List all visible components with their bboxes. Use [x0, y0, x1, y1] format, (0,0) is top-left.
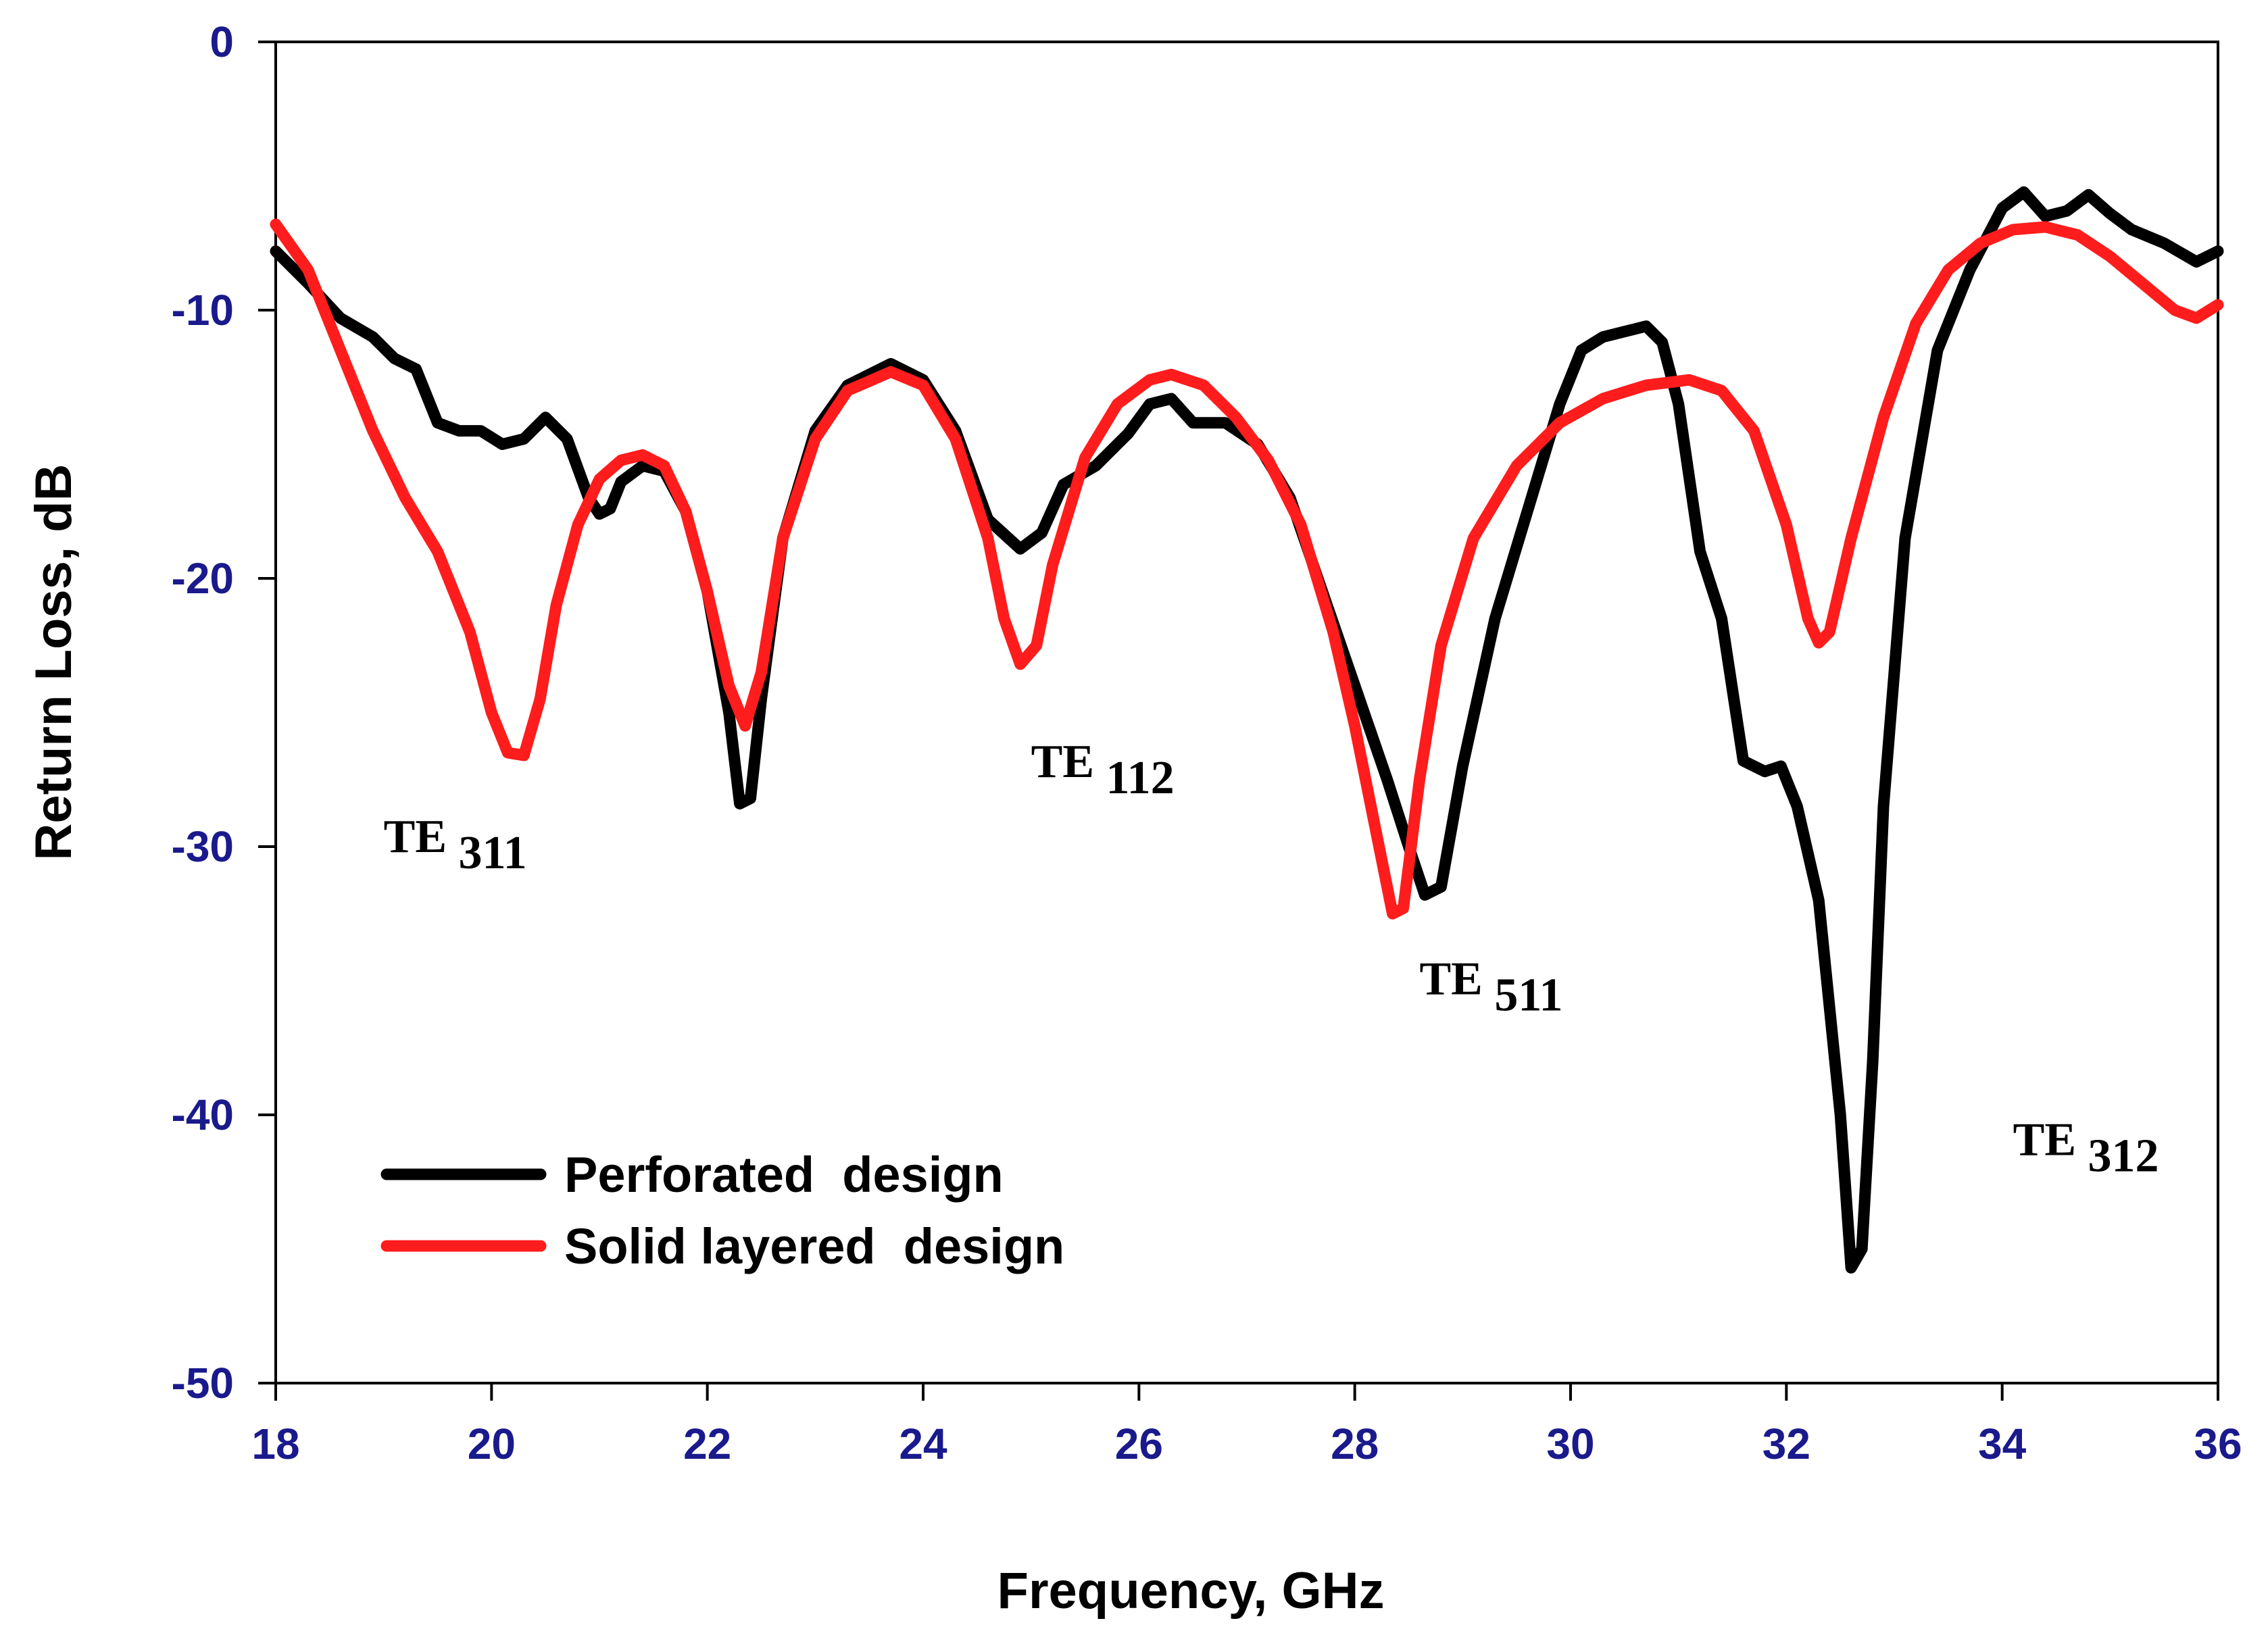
- y-tick-label: -40: [172, 1091, 235, 1139]
- plot-frame: [274, 41, 2219, 1384]
- x-tick-label: 18: [251, 1420, 299, 1468]
- x-tick-label: 22: [683, 1420, 731, 1468]
- mode-label-main: TE: [384, 811, 459, 863]
- y-axis-title: Return Loss, dB: [25, 464, 82, 861]
- x-tick-label: 20: [468, 1420, 516, 1468]
- legend: Perforated design Solid layered design: [380, 1147, 1064, 1274]
- mode-label-te-511: TE 511: [1419, 953, 1562, 1021]
- x-tick-label: 24: [899, 1420, 947, 1468]
- ticks: 18 20 22 24 26 28 30 32 34 36 0 -10 -20 -30 -40 -50: [172, 18, 2242, 1468]
- series-line-perforated: [270, 186, 2224, 1274]
- series-line-solid-layered: [270, 218, 2224, 920]
- x-tick-label: 28: [1331, 1420, 1379, 1468]
- mode-label-te-112: TE 112: [1031, 736, 1175, 804]
- x-axis-title: Frequency, GHz: [997, 1562, 1385, 1620]
- legend-label-perforated: Perforated design: [564, 1147, 1004, 1203]
- x-tick-label: 32: [1762, 1420, 1810, 1468]
- mode-label-te-312: TE 312: [2013, 1114, 2159, 1182]
- x-tick-label: 30: [1546, 1420, 1594, 1468]
- x-tick-label: 26: [1115, 1420, 1163, 1468]
- x-tick-label: 36: [2194, 1420, 2242, 1468]
- y-tick-label: -10: [172, 286, 235, 334]
- y-tick-label: -50: [172, 1359, 235, 1407]
- y-tick-label: -30: [172, 822, 235, 871]
- mode-label-subscript: 312: [2088, 1130, 2159, 1182]
- mode-label-subscript: 511: [1494, 969, 1562, 1021]
- y-tick-label: 0: [209, 18, 234, 66]
- mode-label-subscript: 112: [1106, 752, 1175, 804]
- mode-label-main: TE: [1419, 953, 1494, 1005]
- x-tick-label: 34: [1978, 1420, 2027, 1468]
- legend-label-solid-layered: Solid layered design: [564, 1218, 1064, 1274]
- series-lines: [270, 186, 2224, 1274]
- mode-label-main: TE: [1031, 736, 1106, 788]
- mode-label-subscript: 311: [459, 827, 527, 879]
- y-tick-label: -20: [172, 554, 235, 603]
- mode-label-main: TE: [2013, 1114, 2088, 1166]
- mode-label-te-311: TE 311: [384, 811, 527, 879]
- axes: [274, 41, 2219, 1384]
